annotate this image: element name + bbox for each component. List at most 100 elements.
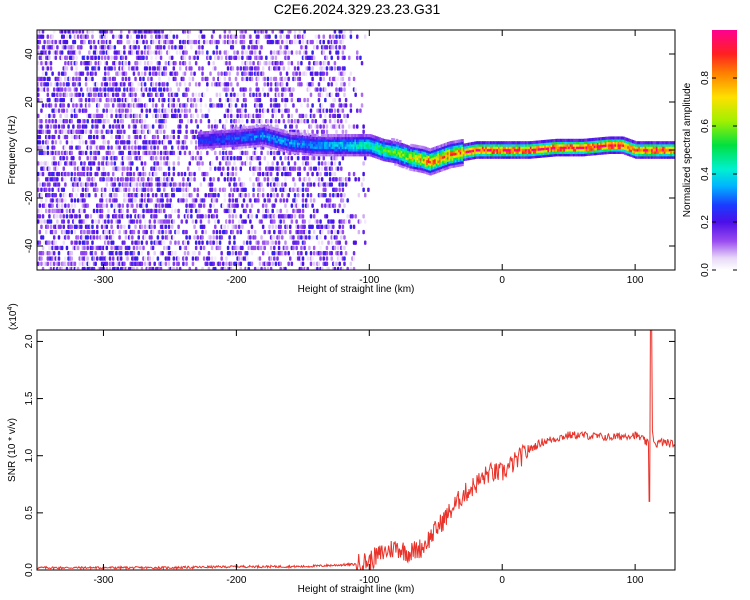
- heatmap-noise-cell: [48, 113, 51, 119]
- heatmap-noise-cell: [131, 235, 134, 240]
- heatmap-noise-cell: [295, 39, 298, 45]
- heatmap-noise-cell: [51, 203, 54, 208]
- heatmap-noise-cell: [296, 156, 300, 161]
- heatmap-noise-cell: [150, 182, 153, 187]
- heatmap-noise-cell: [244, 71, 247, 76]
- heatmap-noise-cell: [94, 156, 97, 161]
- heatmap-ridge-cell: [234, 129, 238, 133]
- heatmap-noise-cell: [151, 103, 155, 108]
- heatmap-ridge-cell: [236, 138, 239, 142]
- heatmap-noise-cell: [44, 203, 48, 208]
- heatmap-noise-cell: [84, 76, 88, 82]
- heatmap-noise-cell: [151, 266, 155, 270]
- heatmap-ridge-cell: [202, 138, 206, 142]
- heatmap-noise-cell: [201, 240, 204, 245]
- heatmap-noise-cell: [44, 71, 48, 76]
- heatmap-noise-cell: [233, 113, 236, 119]
- heatmap-noise-cell: [335, 34, 338, 39]
- heatmap-noise-cell: [150, 34, 153, 39]
- heatmap-noise-cell: [199, 108, 203, 113]
- heatmap-noise-cell: [139, 219, 142, 224]
- heatmap-noise-cell: [105, 156, 109, 161]
- heatmap-noise-cell: [159, 161, 163, 166]
- heatmap-noise-cell: [258, 108, 262, 113]
- heatmap-noise-cell: [186, 177, 190, 182]
- heatmap-noise-cell: [43, 76, 46, 82]
- heatmap-noise-cell: [207, 214, 211, 219]
- heatmap-noise-cell: [92, 161, 96, 166]
- heatmap-noise-cell: [309, 251, 313, 256]
- heatmap-noise-cell: [164, 229, 168, 235]
- heatmap-ridge-cell: [220, 130, 223, 134]
- heatmap-noise-cell: [269, 171, 273, 177]
- heatmap-noise-cell: [319, 235, 322, 240]
- heatmap-noise-cell: [105, 224, 109, 230]
- heatmap-ridge-cell: [229, 136, 233, 140]
- heatmap-noise-cell: [126, 97, 129, 103]
- heatmap-noise-cell: [336, 76, 340, 82]
- heatmap-noise-cell: [229, 187, 233, 193]
- heatmap-noise-cell: [266, 240, 270, 245]
- heatmap-noise-cell: [229, 119, 233, 124]
- heatmap-noise-cell: [191, 256, 195, 261]
- heatmap-noise-cell: [249, 208, 252, 214]
- heatmap-noise-cell: [343, 235, 346, 240]
- heatmap-noise-cell: [306, 161, 310, 166]
- heatmap-noise-cell: [325, 66, 329, 71]
- heatmap-noise-cell: [229, 150, 233, 156]
- heatmap-noise-cell: [292, 87, 295, 92]
- heatmap-noise-cell: [226, 171, 230, 177]
- heatmap-noise-cell: [191, 76, 195, 82]
- heatmap-noise-cell: [253, 266, 257, 270]
- heatmap-noise-cell: [185, 219, 188, 224]
- heatmap-noise-cell: [241, 103, 244, 108]
- heatmap-noise-cell: [194, 140, 198, 145]
- heatmap-noise-cell: [94, 251, 97, 256]
- heatmap-noise-cell: [139, 171, 142, 177]
- heatmap-ridge-cell: [209, 133, 212, 137]
- heatmap-noise-cell: [70, 251, 73, 256]
- heatmap-noise-cell: [170, 177, 174, 182]
- heatmap-noise-cell: [242, 240, 246, 245]
- heatmap-noise-cell: [206, 82, 209, 87]
- heatmap-noise-cell: [183, 171, 187, 177]
- heatmap-noise-cell: [304, 50, 308, 55]
- heatmap-ridge-cell: [231, 131, 235, 136]
- heatmap-noise-cell: [145, 229, 148, 235]
- heatmap-noise-cell: [86, 71, 89, 76]
- heatmap-noise-cell: [134, 97, 137, 103]
- heatmap-noise-cell: [124, 71, 128, 76]
- heatmap-noise-cell: [325, 245, 329, 251]
- heatmap-noise-cell: [233, 50, 236, 55]
- heatmap-noise-cell: [161, 124, 164, 129]
- heatmap-noise-cell: [124, 55, 128, 61]
- heatmap-noise-cell: [336, 92, 340, 98]
- heatmap-noise-cell: [265, 55, 268, 61]
- heatmap-noise-cell: [123, 66, 126, 71]
- heatmap-noise-cell: [273, 251, 276, 256]
- heatmap-noise-cell: [324, 161, 327, 166]
- heatmap-noise-cell: [194, 245, 198, 251]
- heatmap-noise-cell: [317, 34, 321, 39]
- heatmap-noise-cell: [129, 166, 133, 171]
- heatmap-noise-cell: [134, 224, 137, 230]
- heatmap-noise-cell: [223, 177, 227, 182]
- heatmap-noise-cell: [290, 92, 294, 98]
- heatmap-noise-cell: [185, 50, 188, 55]
- heatmap-ridge-cell: [212, 140, 215, 144]
- heatmap-noise-cell: [65, 39, 69, 45]
- heatmap-ridge-cell: [225, 144, 228, 148]
- heatmap-noise-cell: [231, 171, 235, 177]
- heatmap-noise-cell: [324, 187, 327, 193]
- heatmap-noise-cell: [145, 134, 148, 140]
- heatmap-noise-cell: [191, 261, 195, 266]
- heatmap-noise-cell: [134, 145, 137, 150]
- heatmap-ridge-cell: [239, 128, 243, 133]
- heatmap-noise-cell: [333, 108, 337, 113]
- heatmap-noise-cell: [316, 266, 319, 270]
- heatmap-noise-cell: [65, 66, 69, 71]
- heatmap-noise-cell: [150, 55, 153, 61]
- heatmap-noise-cell: [250, 214, 254, 219]
- heatmap-noise-cell: [140, 192, 144, 198]
- heatmap-noise-cell: [107, 208, 110, 214]
